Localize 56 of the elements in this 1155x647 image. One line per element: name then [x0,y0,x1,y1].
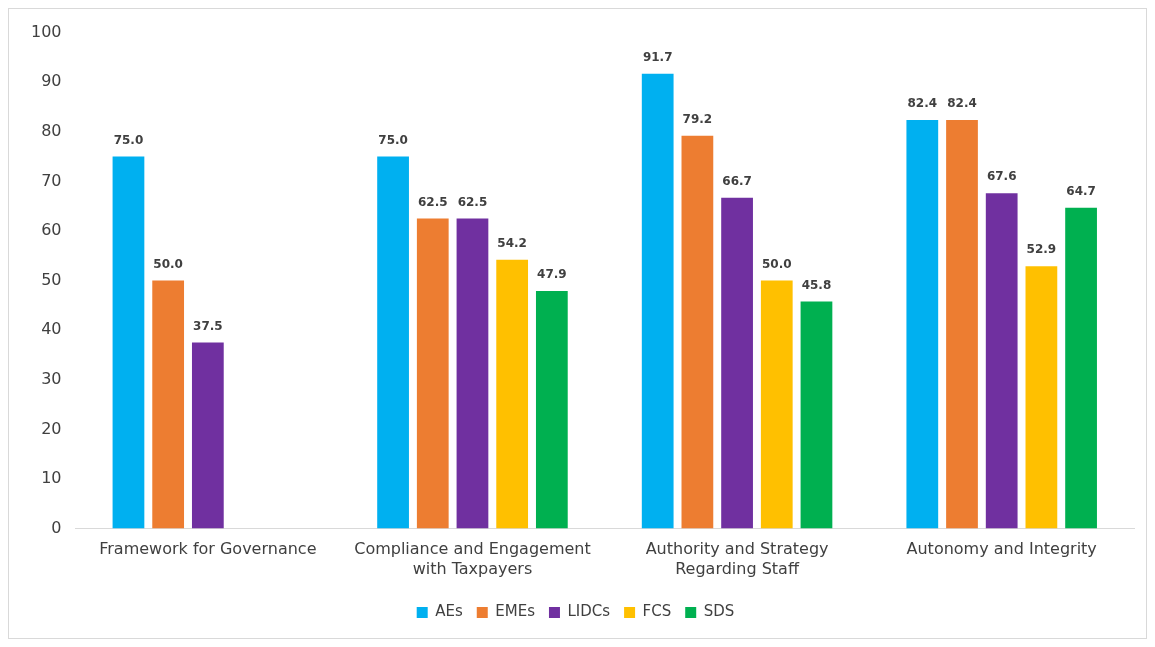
bar [1025,266,1058,529]
y-tick-label: 80 [41,120,62,140]
bar [191,342,224,529]
data-label: 91.7 [642,49,673,64]
bar [152,280,185,529]
bar [985,193,1018,529]
data-label: 66.7 [722,173,752,188]
bar [906,119,939,529]
data-label: 82.4 [947,96,977,111]
legend-label: LIDCs [567,602,611,621]
y-tick-label: 70 [41,170,62,190]
legend-label: EMEs [495,602,536,621]
data-label: 50.0 [761,256,792,271]
data-label: 54.2 [497,235,527,250]
data-label: 62.5 [417,194,448,209]
data-label: 45.8 [801,277,832,292]
bar [1065,207,1097,529]
bar [760,280,793,529]
bar [112,156,145,529]
bar [946,119,978,529]
x-tick-label: Framework for Governance [99,539,317,559]
y-tick-label: 30 [41,368,62,388]
data-label: 62.5 [457,194,488,209]
x-tick-label: Compliance and Engagement with Taxpayers [354,539,591,578]
bar [641,73,674,529]
data-label: 52.9 [1026,242,1057,257]
data-label: 47.9 [537,267,567,282]
y-tick-label: 0 [51,517,62,537]
y-tick-label: 50 [41,269,62,289]
y-tick-label: 60 [41,220,62,240]
bar [535,291,568,529]
legend-label: FCS [642,602,672,621]
legend-label: SDS [703,602,735,621]
y-tick-label: 10 [41,468,62,488]
data-label: 79.2 [682,111,713,126]
bar [377,156,409,529]
data-label: 75.0 [113,132,144,147]
data-label: 75.0 [378,132,408,147]
y-tick-label: 90 [41,71,62,91]
y-tick-label: 40 [41,319,62,339]
data-label: 64.7 [1066,183,1096,198]
y-tick-label: 20 [41,418,62,438]
data-label: 82.4 [907,96,938,111]
data-label: 37.5 [193,318,223,333]
y-tick-label: 100 [30,21,62,41]
x-tick-label: Authority and Strategy Regarding Staff [645,539,829,578]
bar [721,197,753,529]
bar [416,218,449,529]
bar [681,135,714,529]
data-label: 67.6 [986,169,1017,184]
bar [800,301,833,529]
x-tick-label: Autonomy and Integrity [906,539,1097,559]
bar [496,259,529,529]
data-label: 50.0 [153,256,183,271]
legend-label: AEs [435,602,463,621]
bar [456,218,489,529]
